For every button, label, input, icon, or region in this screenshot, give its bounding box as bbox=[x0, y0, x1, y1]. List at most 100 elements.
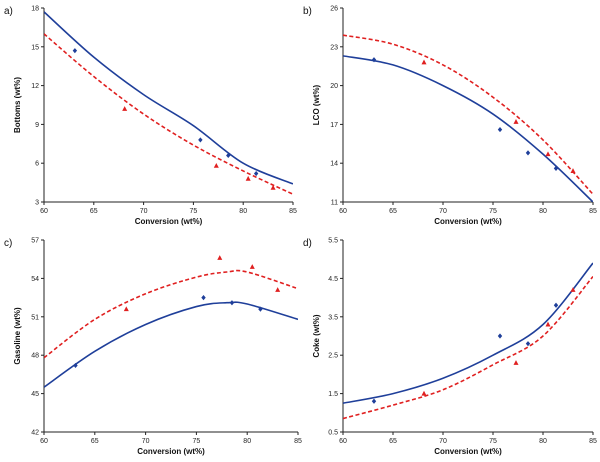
x-tick-label: 80 bbox=[539, 438, 547, 445]
x-tick-label: 65 bbox=[389, 438, 397, 445]
data-point-diamond bbox=[497, 333, 503, 339]
data-point-triangle bbox=[545, 321, 551, 327]
x-axis-label: Conversion (wt%) bbox=[137, 447, 205, 456]
x-tick-label: 65 bbox=[91, 438, 99, 445]
data-point-triangle bbox=[570, 287, 576, 292]
y-tick-label: 1.5 bbox=[328, 391, 338, 398]
data-point-triangle bbox=[122, 106, 128, 111]
x-tick-label: 65 bbox=[90, 208, 98, 215]
model-curve-dashed bbox=[343, 34, 593, 195]
panel-label: c) bbox=[4, 238, 12, 249]
y-tick-label: 15 bbox=[31, 44, 39, 51]
y-tick-label: 17 bbox=[330, 122, 338, 129]
data-point-diamond bbox=[371, 398, 377, 404]
y-tick-label: 0.5 bbox=[328, 430, 338, 437]
x-tick-label: 70 bbox=[142, 438, 150, 445]
data-point-diamond bbox=[553, 165, 559, 171]
chart-panel-3: c) 60 65 70 75 80 85 42 45 48 51 54 57 Conversion (wt… bbox=[4, 238, 302, 457]
data-point-triangle bbox=[275, 287, 281, 292]
y-tick-label: 20 bbox=[330, 83, 338, 90]
data-point-diamond bbox=[525, 341, 531, 347]
x-tick-label: 75 bbox=[489, 438, 497, 445]
y-tick-label: 26 bbox=[330, 6, 338, 13]
data-point-diamond bbox=[525, 150, 531, 156]
y-tick-label: 14 bbox=[330, 161, 338, 168]
y-tick-label: 23 bbox=[330, 44, 338, 51]
data-point-diamond bbox=[73, 362, 78, 369]
data-point-triangle bbox=[213, 162, 219, 168]
y-axis-label: Bottoms (wt%) bbox=[13, 77, 22, 133]
data-point-diamond bbox=[553, 302, 559, 308]
y-tick-label: 12 bbox=[31, 83, 39, 90]
data-point-triangle bbox=[123, 306, 129, 312]
y-tick-label: 45 bbox=[31, 391, 39, 398]
y-tick-label: 11 bbox=[331, 200, 338, 207]
y-tick-label: 42 bbox=[31, 430, 39, 437]
x-tick-label: 65 bbox=[389, 208, 397, 215]
x-tick-label: 85 bbox=[294, 438, 302, 445]
data-point-triangle bbox=[421, 390, 427, 396]
data-point-diamond bbox=[253, 170, 259, 177]
model-curve-solid bbox=[44, 11, 293, 185]
x-tick-label: 75 bbox=[489, 208, 497, 215]
model-curve-dashed bbox=[343, 275, 593, 420]
x-tick-label: 60 bbox=[40, 438, 48, 445]
x-tick-label: 85 bbox=[589, 208, 597, 215]
y-tick-label: 18 bbox=[31, 6, 39, 13]
panel-label: b) bbox=[303, 6, 312, 17]
y-axis-label: LCO (wt%) bbox=[312, 84, 321, 125]
y-tick-label: 9 bbox=[35, 122, 39, 129]
data-point-diamond bbox=[497, 126, 503, 133]
data-point-triangle bbox=[513, 360, 519, 365]
y-tick-label: 51 bbox=[31, 314, 39, 321]
data-point-triangle bbox=[249, 264, 255, 269]
data-point-diamond bbox=[72, 48, 78, 54]
x-tick-label: 70 bbox=[439, 208, 447, 215]
data-point-triangle bbox=[570, 168, 576, 173]
y-tick-label: 48 bbox=[31, 353, 39, 360]
model-curve-solid bbox=[44, 301, 298, 388]
y-tick-label: 3.5 bbox=[328, 314, 338, 321]
x-tick-label: 80 bbox=[539, 208, 547, 215]
data-point-diamond bbox=[226, 152, 231, 159]
data-point-diamond bbox=[198, 137, 203, 143]
x-tick-label: 75 bbox=[190, 208, 198, 215]
x-tick-label: 70 bbox=[439, 438, 447, 445]
x-axis-label: Conversion (wt%) bbox=[434, 217, 502, 226]
y-tick-label: 2.5 bbox=[328, 353, 338, 360]
y-tick-label: 3 bbox=[35, 200, 39, 207]
x-tick-label: 70 bbox=[140, 208, 148, 215]
data-point-triangle bbox=[245, 175, 251, 181]
y-axis-label: Gasoline (wt%) bbox=[13, 307, 22, 365]
panel-label: a) bbox=[4, 6, 13, 17]
model-curve-solid bbox=[343, 55, 593, 202]
y-tick-label: 57 bbox=[31, 238, 39, 245]
chart-panel-2: b) 60 65 70 75 80 85 11 14 17 20 23 26 Conversion (wt… bbox=[303, 6, 597, 227]
x-tick-label: 80 bbox=[243, 438, 251, 445]
data-point-triangle bbox=[217, 255, 223, 260]
chart-panel-4: d) 60 65 70 75 80 85 0.5 1.5 2.5 3.5 4.5 5.5 Conversi… bbox=[303, 238, 597, 457]
data-point-triangle bbox=[270, 184, 276, 190]
y-tick-label: 4.5 bbox=[328, 276, 338, 283]
panel-label: d) bbox=[303, 238, 312, 249]
chart-panel-1: a) 60 65 70 75 80 85 3 6 9 12 15 18 Conversion (wt%) B… bbox=[4, 6, 297, 227]
data-point-diamond bbox=[258, 306, 263, 312]
y-tick-label: 5.5 bbox=[328, 238, 338, 245]
model-curve-solid bbox=[343, 262, 593, 404]
data-point-triangle bbox=[545, 151, 551, 157]
x-axis-label: Conversion (wt%) bbox=[135, 217, 203, 226]
x-tick-label: 60 bbox=[40, 208, 48, 215]
y-axis-label: Coke (wt%) bbox=[312, 314, 321, 357]
x-axis-label: Conversion (wt%) bbox=[434, 447, 502, 456]
x-tick-label: 75 bbox=[193, 438, 201, 445]
y-tick-label: 54 bbox=[31, 276, 39, 283]
data-point-diamond bbox=[201, 295, 206, 301]
model-curve-dashed bbox=[44, 33, 293, 195]
data-point-triangle bbox=[421, 59, 427, 65]
data-point-diamond bbox=[371, 57, 377, 63]
x-tick-label: 60 bbox=[339, 208, 347, 215]
y-tick-label: 6 bbox=[35, 161, 39, 168]
x-tick-label: 60 bbox=[339, 438, 347, 445]
data-point-triangle bbox=[513, 119, 519, 124]
